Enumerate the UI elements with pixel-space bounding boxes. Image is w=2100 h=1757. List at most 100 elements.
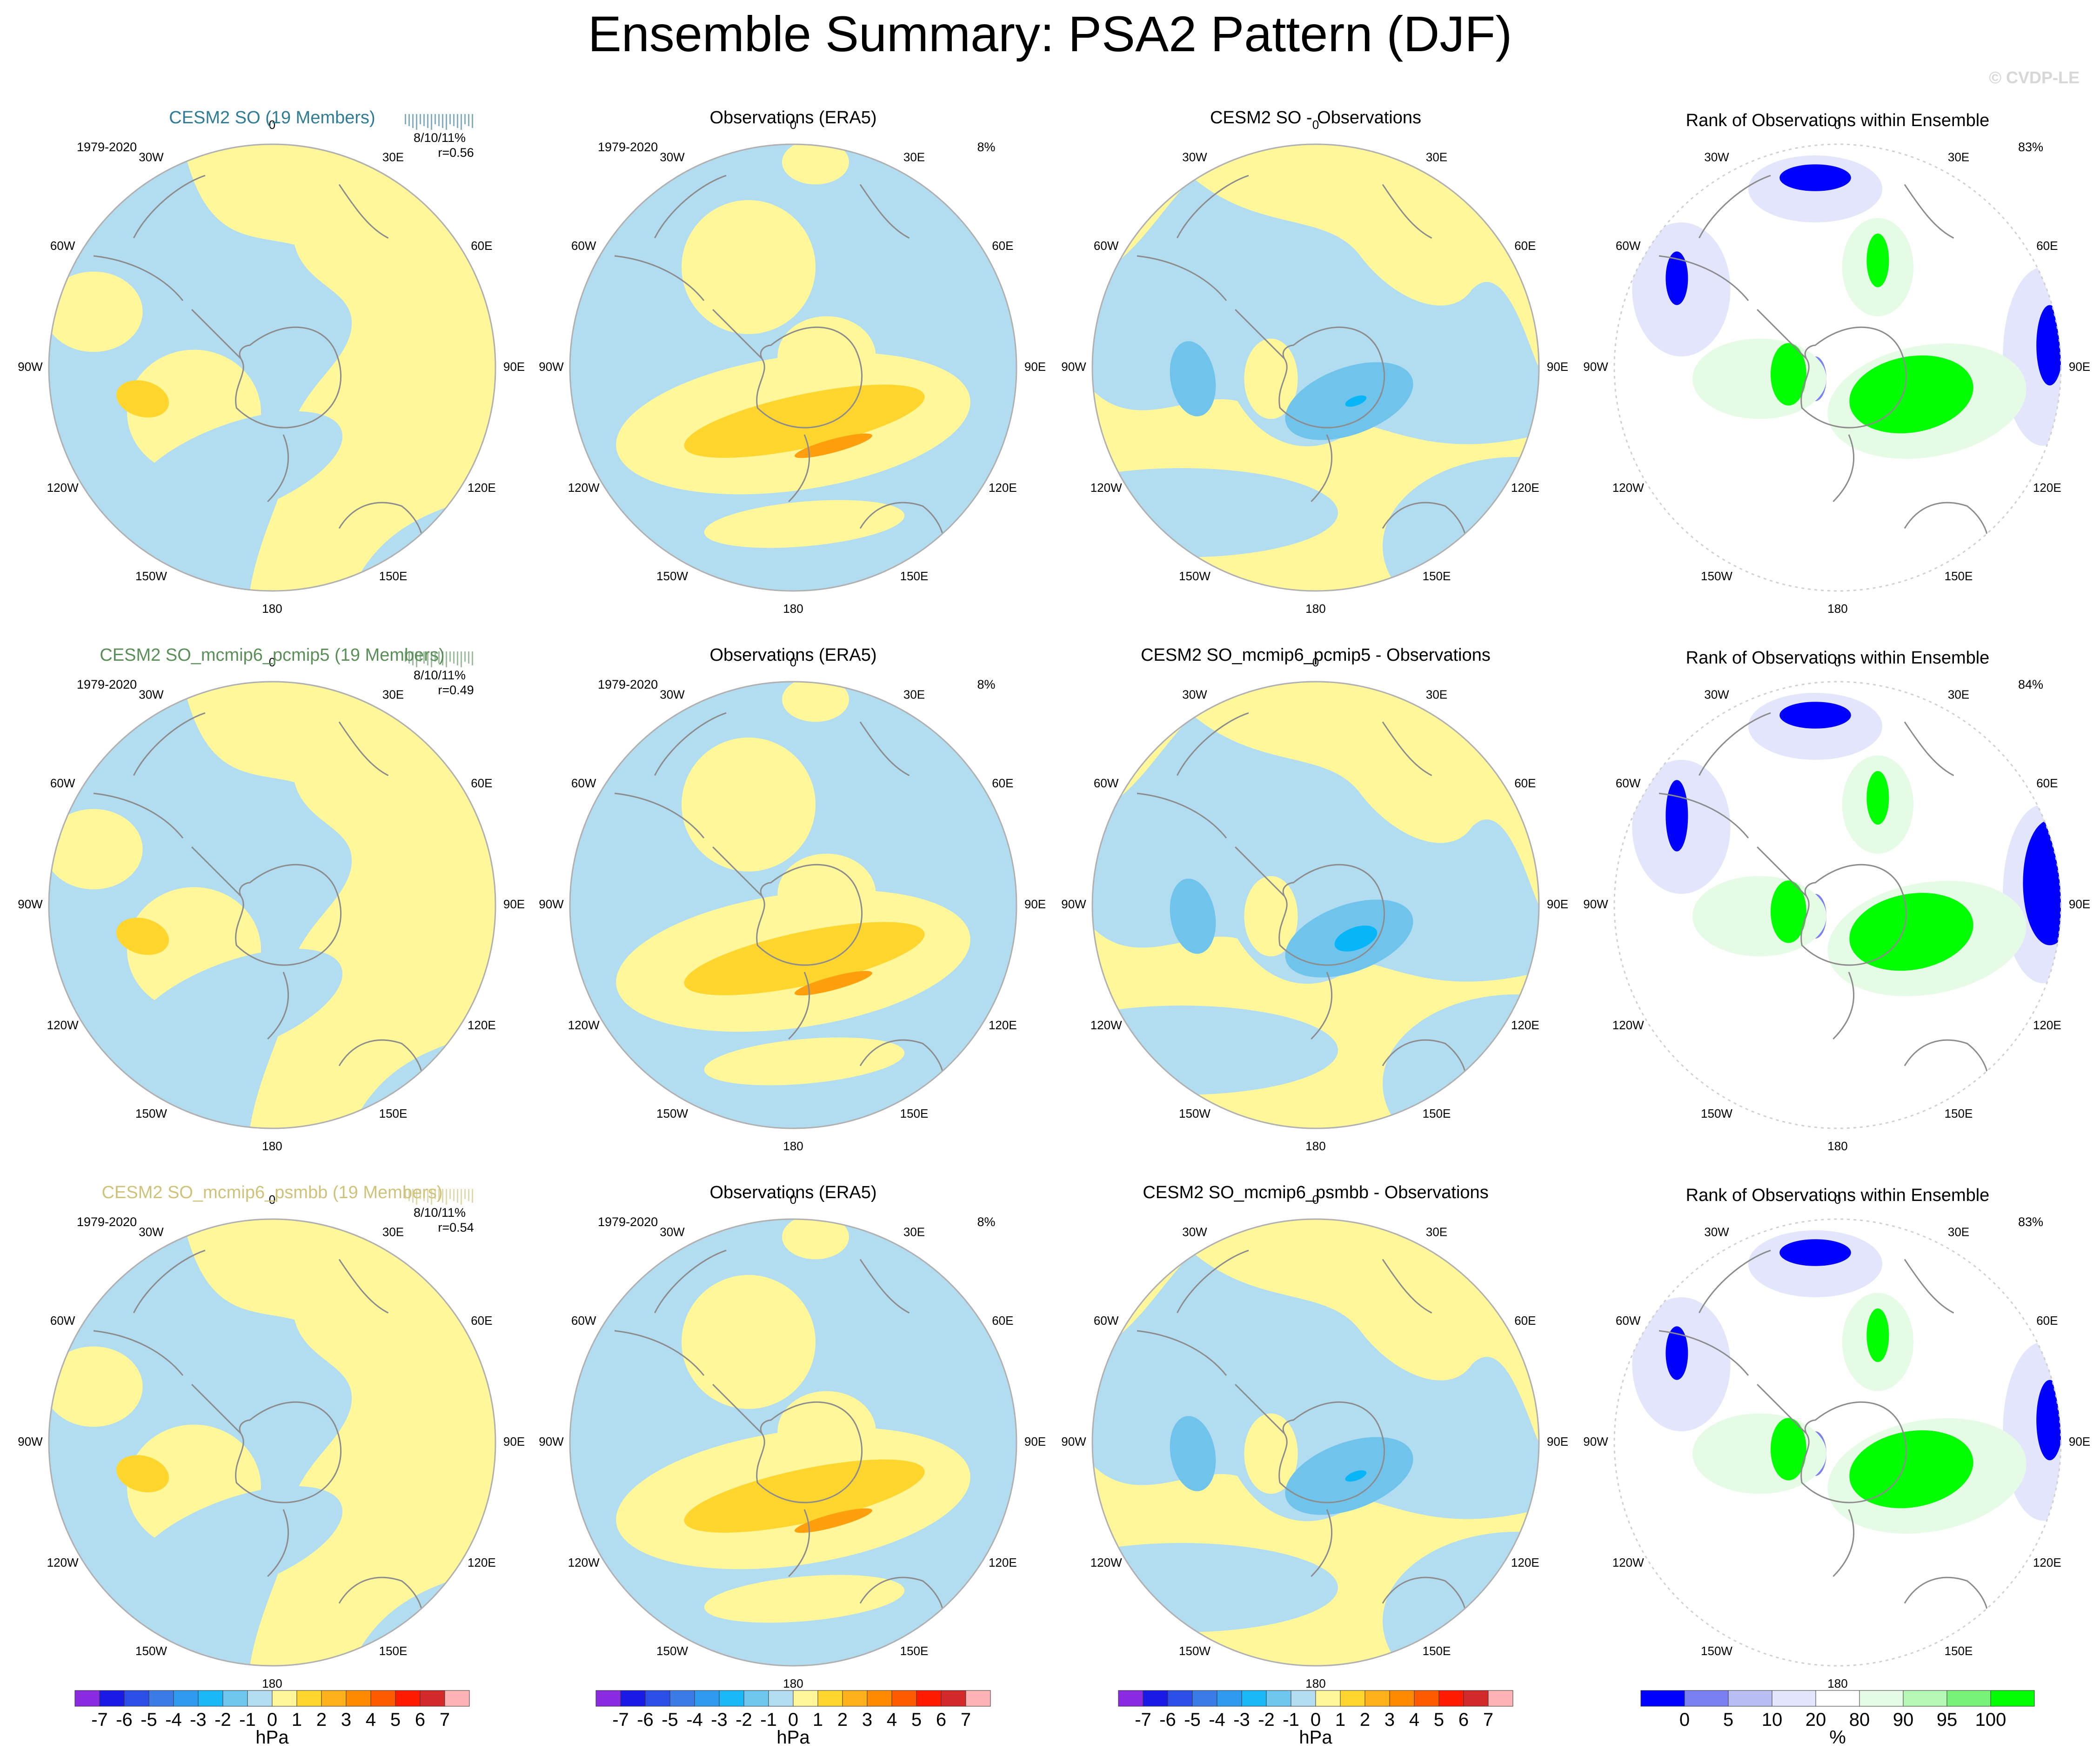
map-area xyxy=(49,1219,495,1666)
colorbar-tick-label: 4 xyxy=(1409,1710,1419,1730)
map-background xyxy=(1614,144,2061,591)
ensemble-map-panel: 0 30E 60E 90E 120E 150E 180 150W 120W 90W 60W 30W CE… xyxy=(18,108,525,616)
rank-high-core xyxy=(1849,355,1973,434)
colorbar-swatch xyxy=(1241,1690,1267,1707)
longitude-label: 0 xyxy=(790,1193,796,1207)
antarctica-coastline xyxy=(1278,864,1385,966)
longitude-label: 60E xyxy=(471,1314,492,1328)
colorbar-swatch xyxy=(1291,1690,1316,1707)
longitude-label: 0 xyxy=(1834,1193,1841,1207)
strong-positive-anomaly xyxy=(684,384,925,458)
colorbar-tick-label: -3 xyxy=(711,1710,728,1730)
longitude-label: 90W xyxy=(18,1435,43,1449)
rank-high-core xyxy=(1866,771,1889,825)
member-tick xyxy=(427,114,428,128)
colorbar-swatch xyxy=(817,1690,843,1707)
observations-title: Observations (ERA5) xyxy=(709,108,876,127)
africa-coastline xyxy=(338,1259,389,1314)
member-tick xyxy=(416,1189,417,1205)
longitude-label: 90E xyxy=(503,360,525,374)
colorbar-tick-label: 20 xyxy=(1806,1710,1826,1730)
map-frame xyxy=(569,681,1017,1129)
longitude-label: 90E xyxy=(1024,1435,1046,1449)
longitude-label: 90W xyxy=(18,360,43,374)
colorbar-tick-label: 0 xyxy=(1679,1710,1690,1730)
pattern-correlation-label: r=0.49 xyxy=(438,683,474,697)
member-tick xyxy=(416,114,417,130)
longitude-label: 60E xyxy=(2036,1314,2058,1328)
longitude-label: 60W xyxy=(1094,239,1119,253)
colorbar-swatch xyxy=(346,1690,371,1707)
member-tick xyxy=(461,114,462,130)
longitude-label: 120W xyxy=(47,1018,79,1032)
colorbar-swatch xyxy=(1340,1690,1365,1707)
hpa-colorbar: -7 -6 -5 -4 -3 -2 -1 0 1 2 3 4 5 6 7 hPa xyxy=(1118,1690,1513,1748)
longitude-label: 120W xyxy=(1612,1556,1644,1569)
colorbar-swatch xyxy=(719,1690,744,1707)
member-tick xyxy=(472,1189,473,1203)
longitude-label: 30W xyxy=(1182,688,1207,702)
longitude-label: 90W xyxy=(18,897,43,911)
colorbar-tick-label: 90 xyxy=(1893,1710,1914,1730)
longitude-label: 90W xyxy=(539,360,564,374)
strong-positive-anomaly xyxy=(684,1459,925,1533)
colorbar-tick-label: -2 xyxy=(1258,1710,1275,1730)
rank-map-panel: 0 30E 60E 90E 120E 150E 180 150W 120W 90W 60W 30W Ra… xyxy=(1583,648,2090,1153)
colorbar-tick-label: 4 xyxy=(366,1710,376,1730)
antarctica-coastline xyxy=(1800,864,1907,966)
longitude-label: 60E xyxy=(992,776,1013,790)
strong-negative-anomaly xyxy=(1170,341,1216,416)
member-tick xyxy=(461,651,462,667)
colorbar-tick-label: -2 xyxy=(214,1710,231,1730)
longitude-label: 0 xyxy=(269,655,275,669)
longitude-label: 0 xyxy=(1834,655,1841,669)
peak-positive-anomaly xyxy=(794,971,872,996)
observations-map-panel: 0 30E 60E 90E 120E 150E 180 150W 120W 90W 60W 30W Ob… xyxy=(539,108,1046,616)
member-tick xyxy=(442,651,443,665)
antarctica-coastline xyxy=(756,326,863,429)
rank-low-core xyxy=(2023,820,2061,946)
longitude-label: 60E xyxy=(2036,239,2058,253)
south-america-coastline xyxy=(93,1249,206,1376)
longitude-label: 60W xyxy=(1616,239,1641,253)
longitude-label: 30W xyxy=(1704,688,1729,702)
longitude-label: 0 xyxy=(269,1193,275,1207)
map-frame xyxy=(569,143,1017,592)
longitude-label: 120W xyxy=(568,1018,600,1032)
longitude-label: 150E xyxy=(900,1107,929,1120)
member-tick xyxy=(405,114,406,124)
member-tick xyxy=(468,1189,469,1201)
positive-anomaly-region xyxy=(782,682,849,722)
colorbar-swatch xyxy=(620,1690,646,1707)
longitude-label: 90E xyxy=(1024,360,1046,374)
longitude-label: 120E xyxy=(1511,1018,1539,1032)
longitude-label: 150W xyxy=(1701,569,1732,583)
rank-low-core xyxy=(1665,251,1688,305)
longitude-label: 120W xyxy=(1090,1018,1122,1032)
strong-negative-anomaly xyxy=(1170,1416,1216,1491)
longitude-label: 150E xyxy=(1945,569,1973,583)
peninsula-coastline xyxy=(712,309,762,359)
longitude-label: 180 xyxy=(1827,602,1847,616)
colorbar-tick-label: -4 xyxy=(165,1710,182,1730)
member-tick xyxy=(449,114,451,124)
colorbar-swatch xyxy=(444,1690,470,1707)
longitude-label: 90W xyxy=(1583,360,1608,374)
longitude-label: 120E xyxy=(2033,1556,2061,1569)
antarctica-coastline xyxy=(1800,326,1907,429)
colorbar-swatch xyxy=(1414,1690,1439,1707)
longitude-label: 120E xyxy=(1511,1556,1539,1569)
map-area xyxy=(49,144,495,591)
colorbar-swatch xyxy=(965,1690,991,1707)
longitude-label: 30W xyxy=(139,150,164,164)
longitude-label: 150W xyxy=(656,1107,688,1120)
longitude-label: 60E xyxy=(992,1314,1013,1328)
longitude-label: 30W xyxy=(660,1225,685,1239)
longitude-label: 0 xyxy=(1312,1193,1319,1207)
peak-positive-anomaly xyxy=(794,1508,872,1533)
longitude-label: 150W xyxy=(135,569,167,583)
colorbar-tick-label: -6 xyxy=(637,1710,654,1730)
colorbar-swatch xyxy=(1815,1690,1860,1707)
longitude-label: 30W xyxy=(139,1225,164,1239)
colorbar-swatch xyxy=(1463,1690,1489,1707)
